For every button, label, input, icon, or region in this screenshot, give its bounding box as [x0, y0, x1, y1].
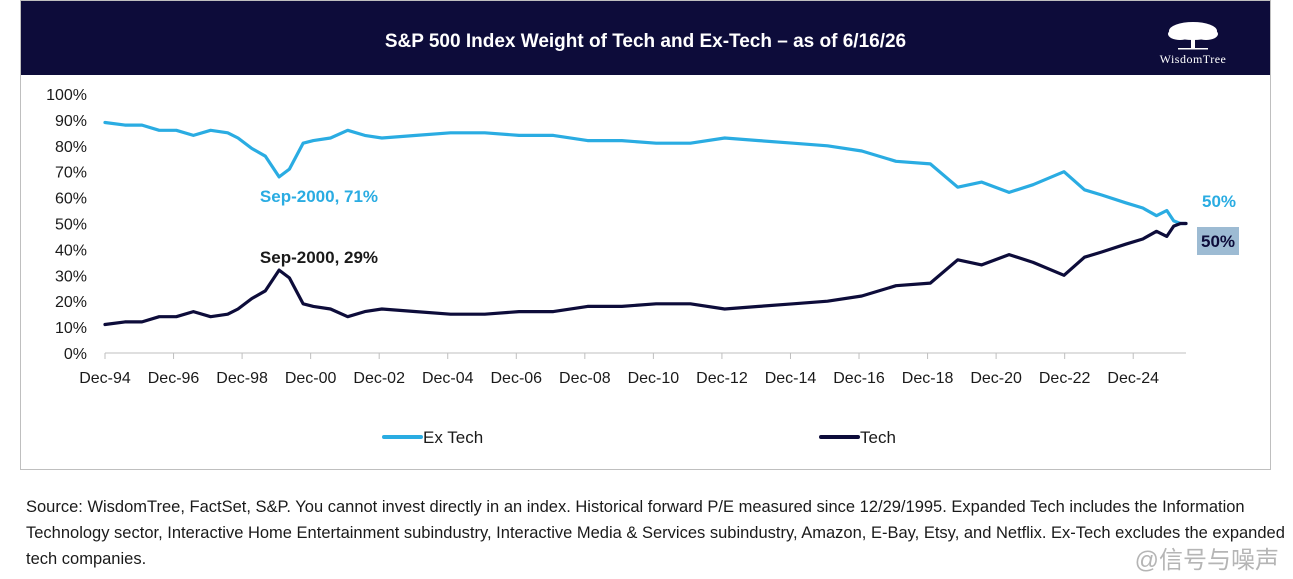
- chart-frame: S&P 500 Index Weight of Tech and Ex-Tech…: [20, 0, 1271, 470]
- end-label-highlight: [1197, 227, 1239, 255]
- title-band: S&P 500 Index Weight of Tech and Ex-Tech…: [21, 1, 1270, 75]
- x-tick-label: Dec-98: [216, 370, 268, 387]
- logo-text: WisdomTree: [1159, 52, 1227, 66]
- x-tick-label: Dec-00: [285, 370, 337, 387]
- y-tick-label: 50%: [55, 217, 87, 234]
- x-tick-label: Dec-02: [353, 370, 405, 387]
- x-tick-label: Dec-20: [970, 370, 1022, 387]
- wisdomtree-logo: WisdomTree: [1138, 19, 1248, 67]
- annotation-label: Sep-2000, 29%: [260, 248, 378, 267]
- y-tick-label: 0%: [64, 346, 87, 363]
- legend-label: Tech: [860, 428, 896, 447]
- x-tick-label: Dec-24: [1107, 370, 1159, 387]
- end-label-tech: 50%: [1201, 232, 1235, 251]
- y-tick-label: 40%: [55, 242, 87, 259]
- y-tick-label: 10%: [55, 320, 87, 337]
- y-tick-label: 100%: [46, 87, 87, 104]
- tree-icon: [1168, 22, 1218, 50]
- x-tick-label: Dec-04: [422, 370, 474, 387]
- x-tick-label: Dec-10: [628, 370, 680, 387]
- x-tick-label: Dec-14: [765, 370, 817, 387]
- y-tick-label: 30%: [55, 268, 87, 285]
- x-tick-label: Dec-22: [1039, 370, 1091, 387]
- annotation-label: Sep-2000, 71%: [260, 187, 378, 206]
- chart-title: S&P 500 Index Weight of Tech and Ex-Tech…: [384, 31, 907, 52]
- x-tick-label: Dec-12: [696, 370, 748, 387]
- end-label-ex-tech: 50%: [1202, 192, 1236, 211]
- x-tick-label: Dec-94: [79, 370, 131, 387]
- source-note: Source: WisdomTree, FactSet, S&P. You ca…: [26, 498, 1285, 568]
- y-tick-label: 80%: [55, 139, 87, 156]
- x-tick-label: Dec-96: [148, 370, 200, 387]
- watermark: @信号与噪声: [1134, 547, 1279, 574]
- series-line-tech: [103, 221, 1188, 327]
- x-tick-label: Dec-06: [490, 370, 542, 387]
- y-tick-label: 20%: [55, 294, 87, 311]
- line-chart: 0% 10% 20% 30% 40% 50% 60% 70% 80% 90% 100% Dec-94 D…: [46, 87, 1239, 447]
- y-tick-label: 90%: [55, 113, 87, 130]
- x-tick-label: Dec-18: [902, 370, 954, 387]
- x-tick-label: Dec-08: [559, 370, 611, 387]
- legend-label: Ex Tech: [423, 428, 483, 447]
- y-tick-label: 70%: [55, 165, 87, 182]
- y-tick-label: 60%: [55, 191, 87, 208]
- series-line-ex-tech: [103, 120, 1188, 226]
- x-tick-label: Dec-16: [833, 370, 885, 387]
